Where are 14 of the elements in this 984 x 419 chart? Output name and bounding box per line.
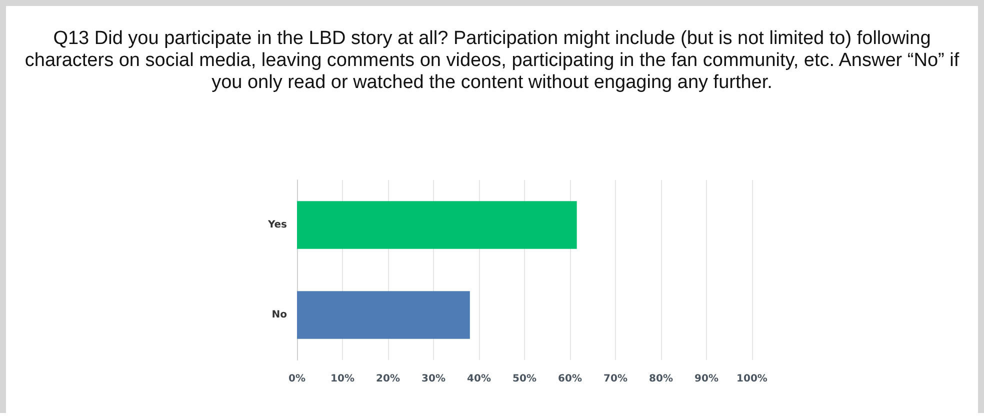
x-tick-label: 30%	[422, 374, 446, 384]
x-tick-label: 100%	[736, 374, 768, 384]
x-tick-label: 90%	[694, 374, 718, 384]
x-tick-label: 40%	[467, 374, 491, 384]
x-tick-label: 20%	[376, 374, 400, 384]
x-tick-label: 50%	[512, 374, 536, 384]
x-tick-label: 60%	[558, 374, 582, 384]
y-tick-label: No	[272, 310, 288, 320]
y-tick-label: Yes	[266, 220, 288, 230]
x-tick-label: 10%	[330, 374, 354, 384]
x-tick-label: 70%	[604, 374, 628, 384]
chart-title: Q13 Did you participate in the LBD story at all? Participation might include (but is not limited to) following characters on social media, leaving comments on videos, participating in the fan community, etc. Answer “No” if you only read or watched the content without engaging any further.	[24, 28, 960, 94]
x-tick-label: 0%	[288, 374, 306, 384]
x-tick-label: 80%	[649, 374, 673, 384]
